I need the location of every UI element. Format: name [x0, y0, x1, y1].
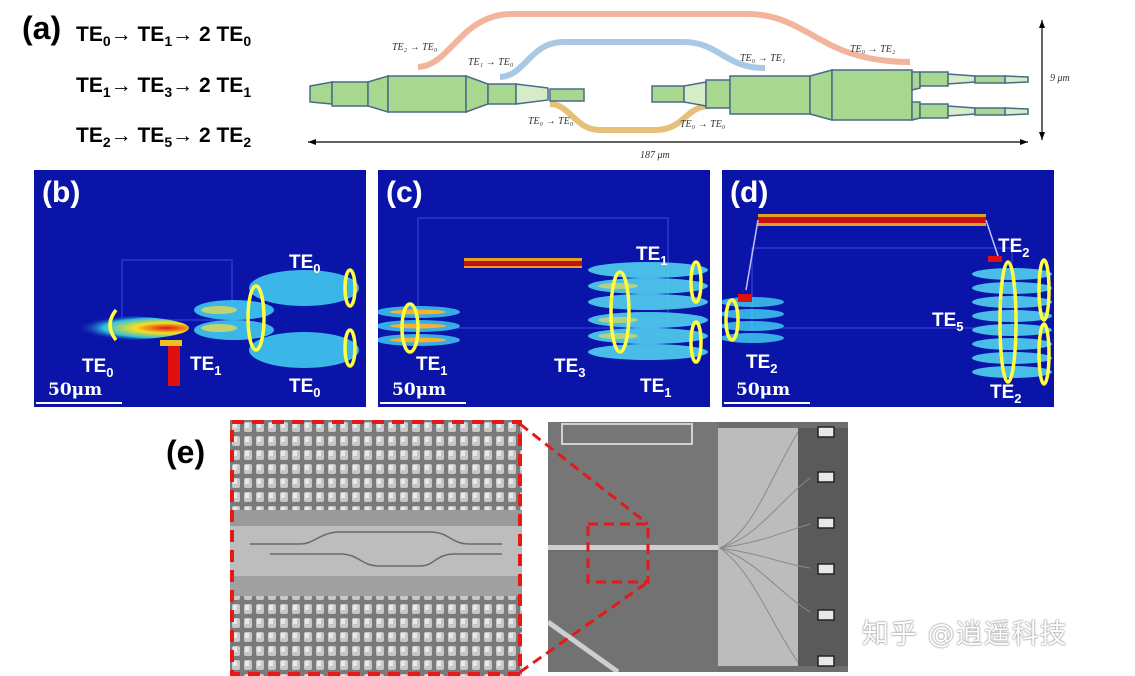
panel-c-label-mid: TE3: [554, 356, 586, 380]
mode-sequence-2: TE1→ TE3→ 2 TE1: [76, 74, 252, 101]
panel-e-letter: (e): [166, 434, 206, 470]
panel-c-scale: 50μm: [392, 380, 447, 400]
panel-d-label-left: TE2: [746, 352, 778, 376]
mode-sequence-3: TE2→ TE5→ 2 TE2: [76, 124, 252, 151]
length-label: 187 μm: [640, 150, 670, 161]
panel-d-label-bottom-right: TE2: [990, 382, 1022, 406]
panel-b-letter: (b): [42, 176, 81, 209]
te2-bend: [417, 11, 911, 70]
panel-b-rings: [108, 268, 357, 368]
annot-te0-te0-left: TE₀ → TE₀: [528, 116, 574, 127]
panel-c-rings: [400, 260, 703, 364]
panel-b-simulation: (b) TE0 TE0 TE1 TE0 50μm: [34, 170, 366, 407]
panel-d-letter: (d): [730, 176, 769, 209]
sem-overview-image: [548, 422, 848, 672]
annot-te0-te0-right: TE₀ → TE₀: [680, 119, 726, 130]
panel-c-label-top-right: TE1: [636, 244, 668, 268]
annot-te1-te0: TE₁ → TE₀: [468, 57, 514, 68]
panel-b-label-bottom-right: TE0: [289, 376, 321, 400]
zoom-connector-lines: [519, 422, 649, 674]
te0-bend: [549, 101, 711, 133]
device-schematic: [308, 11, 1045, 145]
panel-d-simulation: (d) TE2 TE2 TE5 TE2 50μm: [722, 170, 1054, 407]
panel-c-label-left: TE1: [416, 354, 448, 378]
zoom-region-box: [586, 522, 650, 584]
annot-te0-te2: TE₀ → TE₂: [850, 44, 896, 55]
panel-d-rings: [724, 258, 1051, 386]
left-mode-converter: [309, 74, 585, 114]
panel-d-scale: 50μm: [736, 380, 791, 400]
panel-b-label-top-right: TE0: [289, 252, 321, 276]
annot-te0-te1: TE₀ → TE₁: [740, 53, 786, 64]
panel-c-simulation: (c) TE1 TE1 TE3 TE1 50μm: [378, 170, 710, 407]
annot-te2-te0: TE₂ → TE₀: [392, 42, 438, 53]
panel-c-label-bottom-right: TE1: [640, 376, 672, 400]
panel-b-scale: 50μm: [48, 380, 103, 400]
sem-zoom-image: [230, 420, 522, 676]
panel-c-letter: (c): [386, 176, 423, 209]
mode-sequence-1: TE0→ TE1→ 2 TE0: [76, 23, 252, 50]
height-label: 9 μm: [1050, 73, 1070, 84]
watermark: 知乎 @逍遥科技: [862, 619, 1068, 650]
panel-d-label-top-right: TE2: [998, 236, 1030, 260]
panel-b-label-mid: TE1: [190, 354, 222, 378]
panel-a-letter: (a): [22, 10, 62, 46]
panel-b-label-left: TE0: [82, 356, 114, 380]
panel-d-label-mid: TE5: [932, 310, 964, 334]
right-mode-converter: [651, 69, 1029, 121]
te1-bend: [499, 39, 766, 80]
